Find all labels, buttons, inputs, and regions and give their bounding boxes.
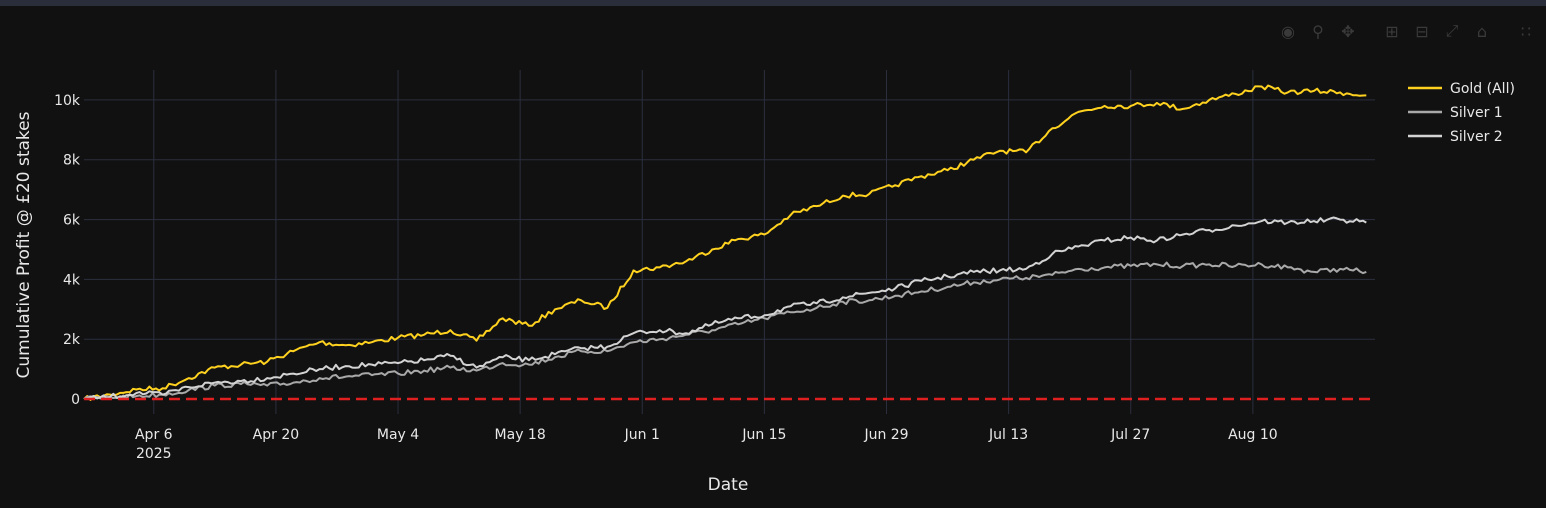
x-tick-sublabel: 2025 [136, 446, 172, 462]
plotly-logo-icon[interactable]: ∷ [1520, 21, 1532, 41]
series-line-silver-2[interactable] [83, 216, 1367, 400]
modebar: ◉ ⚲ ✥ ⊞ ⊟ ⤢ ⌂ ∷ [1276, 20, 1538, 42]
legend-item[interactable]: Gold (All) [1408, 81, 1515, 97]
x-tick-label: Jul 13 [988, 427, 1028, 443]
y-tick-label: 8k [63, 153, 81, 169]
x-tick-label: Apr 20 [253, 427, 299, 443]
zoom-out-icon[interactable]: ⊟ [1415, 21, 1429, 41]
legend-item[interactable]: Silver 2 [1408, 129, 1503, 145]
y-tick-label: 2k [63, 332, 81, 348]
x-tick-label: Jun 29 [863, 427, 908, 443]
camera-icon[interactable]: ◉ [1281, 21, 1295, 41]
legend-item[interactable]: Silver 1 [1408, 105, 1503, 121]
series-line-gold-all[interactable] [83, 84, 1367, 401]
autoscale-icon[interactable]: ⤢ [1445, 21, 1459, 40]
series-line-silver-1[interactable] [83, 261, 1367, 400]
x-tick-label: Aug 10 [1228, 427, 1278, 443]
x-tick-label: Apr 6 [135, 427, 173, 443]
x-tick-label: May 18 [495, 427, 546, 443]
x-tick-label: Jun 1 [624, 427, 660, 443]
y-tick-label: 4k [63, 272, 81, 288]
x-tick-label: Jul 27 [1110, 427, 1150, 443]
x-tick-labels: Apr 6 2025 Apr 20 May 4 May 18 Jun 1 Jun 15 Jun… [135, 427, 1278, 462]
zoom-icon[interactable]: ⚲ [1312, 21, 1324, 41]
x-tick-label: May 4 [377, 427, 419, 443]
legend-label: Silver 1 [1450, 105, 1503, 121]
y-tick-label: 6k [63, 213, 81, 229]
x-axis-title: Date [708, 475, 749, 495]
window-top-strip [0, 0, 1546, 6]
legend-label: Gold (All) [1450, 81, 1515, 97]
chart-frame [6, 6, 1546, 508]
series-layer [83, 84, 1375, 401]
y-tick-label: 10k [54, 93, 81, 109]
reset-axes-icon[interactable]: ⌂ [1476, 21, 1488, 41]
legend-label: Silver 2 [1450, 129, 1503, 145]
y-tick-labels: 0 2k 4k 6k 8k 10k [54, 93, 81, 408]
x-tick-label: Jun 15 [741, 427, 786, 443]
zoom-in-icon[interactable]: ⊞ [1385, 21, 1399, 41]
legend[interactable]: Gold (All) Silver 1 Silver 2 [1408, 81, 1515, 145]
pan-icon[interactable]: ✥ [1341, 21, 1355, 41]
y-tick-label: 0 [71, 392, 80, 408]
y-axis-title: Cumulative Profit @ £20 stakes [14, 111, 34, 378]
